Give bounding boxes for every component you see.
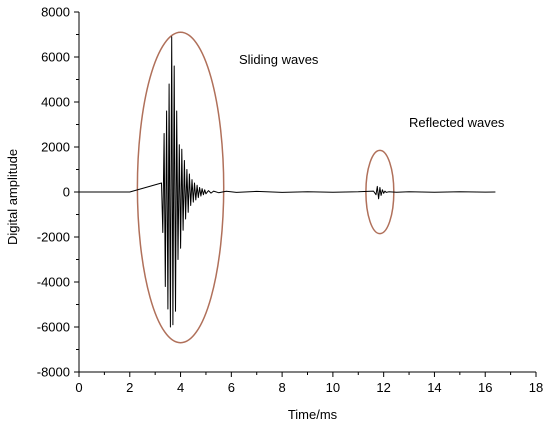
y-tick-label: -8000 bbox=[37, 365, 70, 380]
x-tick-label: 8 bbox=[278, 380, 285, 395]
y-tick-label: 2000 bbox=[41, 140, 70, 155]
x-tick-label: 2 bbox=[126, 380, 133, 395]
y-tick-label: 4000 bbox=[41, 95, 70, 110]
signal-line bbox=[79, 36, 496, 328]
y-tick-label: 8000 bbox=[41, 5, 70, 20]
x-tick-label: 6 bbox=[228, 380, 235, 395]
y-tick-label: 6000 bbox=[41, 50, 70, 65]
signal-series bbox=[79, 36, 496, 328]
x-tick-label: 12 bbox=[376, 380, 390, 395]
x-tick-label: 18 bbox=[529, 380, 543, 395]
y-tick-label: -2000 bbox=[37, 230, 70, 245]
y-axis-title: Digital amplitude bbox=[5, 149, 20, 245]
y-tick-label: -4000 bbox=[37, 275, 70, 290]
plot-area bbox=[79, 31, 496, 344]
y-axis-ticks: -8000 -6000 -4000 -2000 0 2000 4000 6000 8000 bbox=[37, 5, 79, 380]
annotation-label: Sliding waves bbox=[239, 52, 319, 67]
annotation-label: Reflected waves bbox=[409, 115, 505, 130]
annotations: Sliding waves Reflected waves bbox=[239, 52, 505, 130]
x-tick-label: 16 bbox=[478, 380, 492, 395]
x-tick-label: 4 bbox=[177, 380, 184, 395]
highlight-ellipse bbox=[136, 31, 225, 344]
y-tick-label: -6000 bbox=[37, 320, 70, 335]
x-tick-label: 10 bbox=[326, 380, 340, 395]
x-axis-title: Time/ms bbox=[288, 407, 338, 422]
x-axis-ticks: 0 2 4 6 8 10 12 14 16 18 bbox=[75, 372, 543, 395]
x-tick-label: 0 bbox=[75, 380, 82, 395]
x-tick-label: 14 bbox=[427, 380, 441, 395]
y-tick-label: 0 bbox=[63, 185, 70, 200]
